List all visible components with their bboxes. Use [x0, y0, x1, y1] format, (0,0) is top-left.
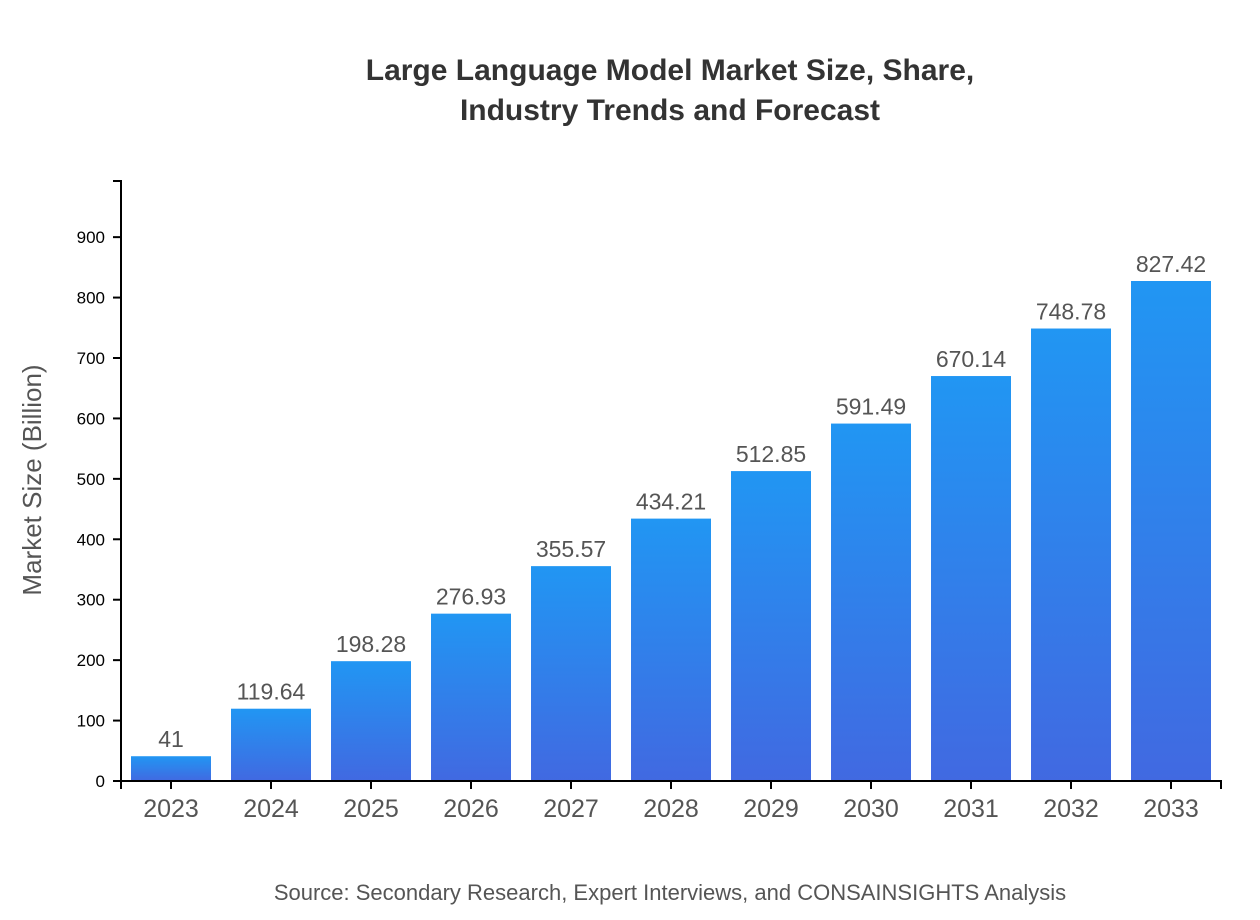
data-label: 198.28: [336, 631, 406, 657]
x-tick-label: 2024: [243, 795, 299, 823]
x-tick-label: 2026: [443, 795, 499, 823]
data-label: 670.14: [936, 346, 1007, 372]
bar-2023: [131, 756, 211, 781]
y-axis: [113, 180, 122, 782]
y-tick-label: 500: [77, 470, 105, 489]
data-label: 434.21: [636, 489, 706, 515]
data-label: 355.57: [536, 536, 606, 562]
x-tick-label: 2028: [643, 795, 699, 823]
y-axis-label: Market Size (Billion): [17, 364, 47, 595]
data-label: 827.42: [1136, 251, 1206, 277]
y-tick-label: 200: [77, 651, 105, 670]
data-label: 748.78: [1036, 299, 1106, 325]
data-label: 119.64: [237, 679, 306, 705]
source-note: Source: Secondary Research, Expert Inter…: [274, 880, 1066, 905]
y-tick-label: 400: [77, 530, 105, 549]
x-tick-label: 2023: [143, 795, 199, 823]
bar-2028: [631, 518, 711, 781]
y-tick-label: 100: [77, 712, 105, 731]
data-label: 276.93: [436, 584, 506, 610]
bar-2033: [1131, 280, 1211, 781]
x-tick-label: 2025: [343, 795, 399, 823]
y-tick-label: 700: [77, 349, 105, 368]
y-tick-label: 600: [77, 409, 105, 428]
data-label: 41: [158, 726, 184, 752]
bar-2025: [331, 661, 411, 781]
x-tick-label: 2032: [1043, 795, 1099, 823]
x-tick-label: 2030: [843, 795, 899, 823]
x-tick-label: 2031: [943, 795, 999, 823]
chart-title-line-2: Industry Trends and Forecast: [460, 94, 880, 127]
x-tick-label: 2027: [543, 795, 599, 823]
y-tick-label: 0: [96, 772, 105, 791]
bar-2031: [931, 376, 1011, 781]
bar-2027: [531, 566, 611, 781]
chart-title-line-1: Large Language Model Market Size, Share,: [366, 54, 975, 87]
x-tick-label: 2033: [1143, 795, 1199, 823]
bar-2024: [231, 708, 311, 781]
y-tick-label: 800: [77, 289, 105, 308]
data-label: 512.85: [736, 441, 806, 467]
x-tick-label: 2029: [743, 795, 799, 823]
data-label: 591.49: [836, 394, 906, 420]
y-tick-label: 900: [77, 228, 105, 247]
bar-2026: [431, 613, 511, 781]
bar-2032: [1031, 328, 1111, 781]
bar-2030: [831, 423, 911, 781]
bar-2029: [731, 471, 811, 781]
x-axis: [120, 780, 1222, 789]
y-tick-label: 300: [77, 591, 105, 610]
